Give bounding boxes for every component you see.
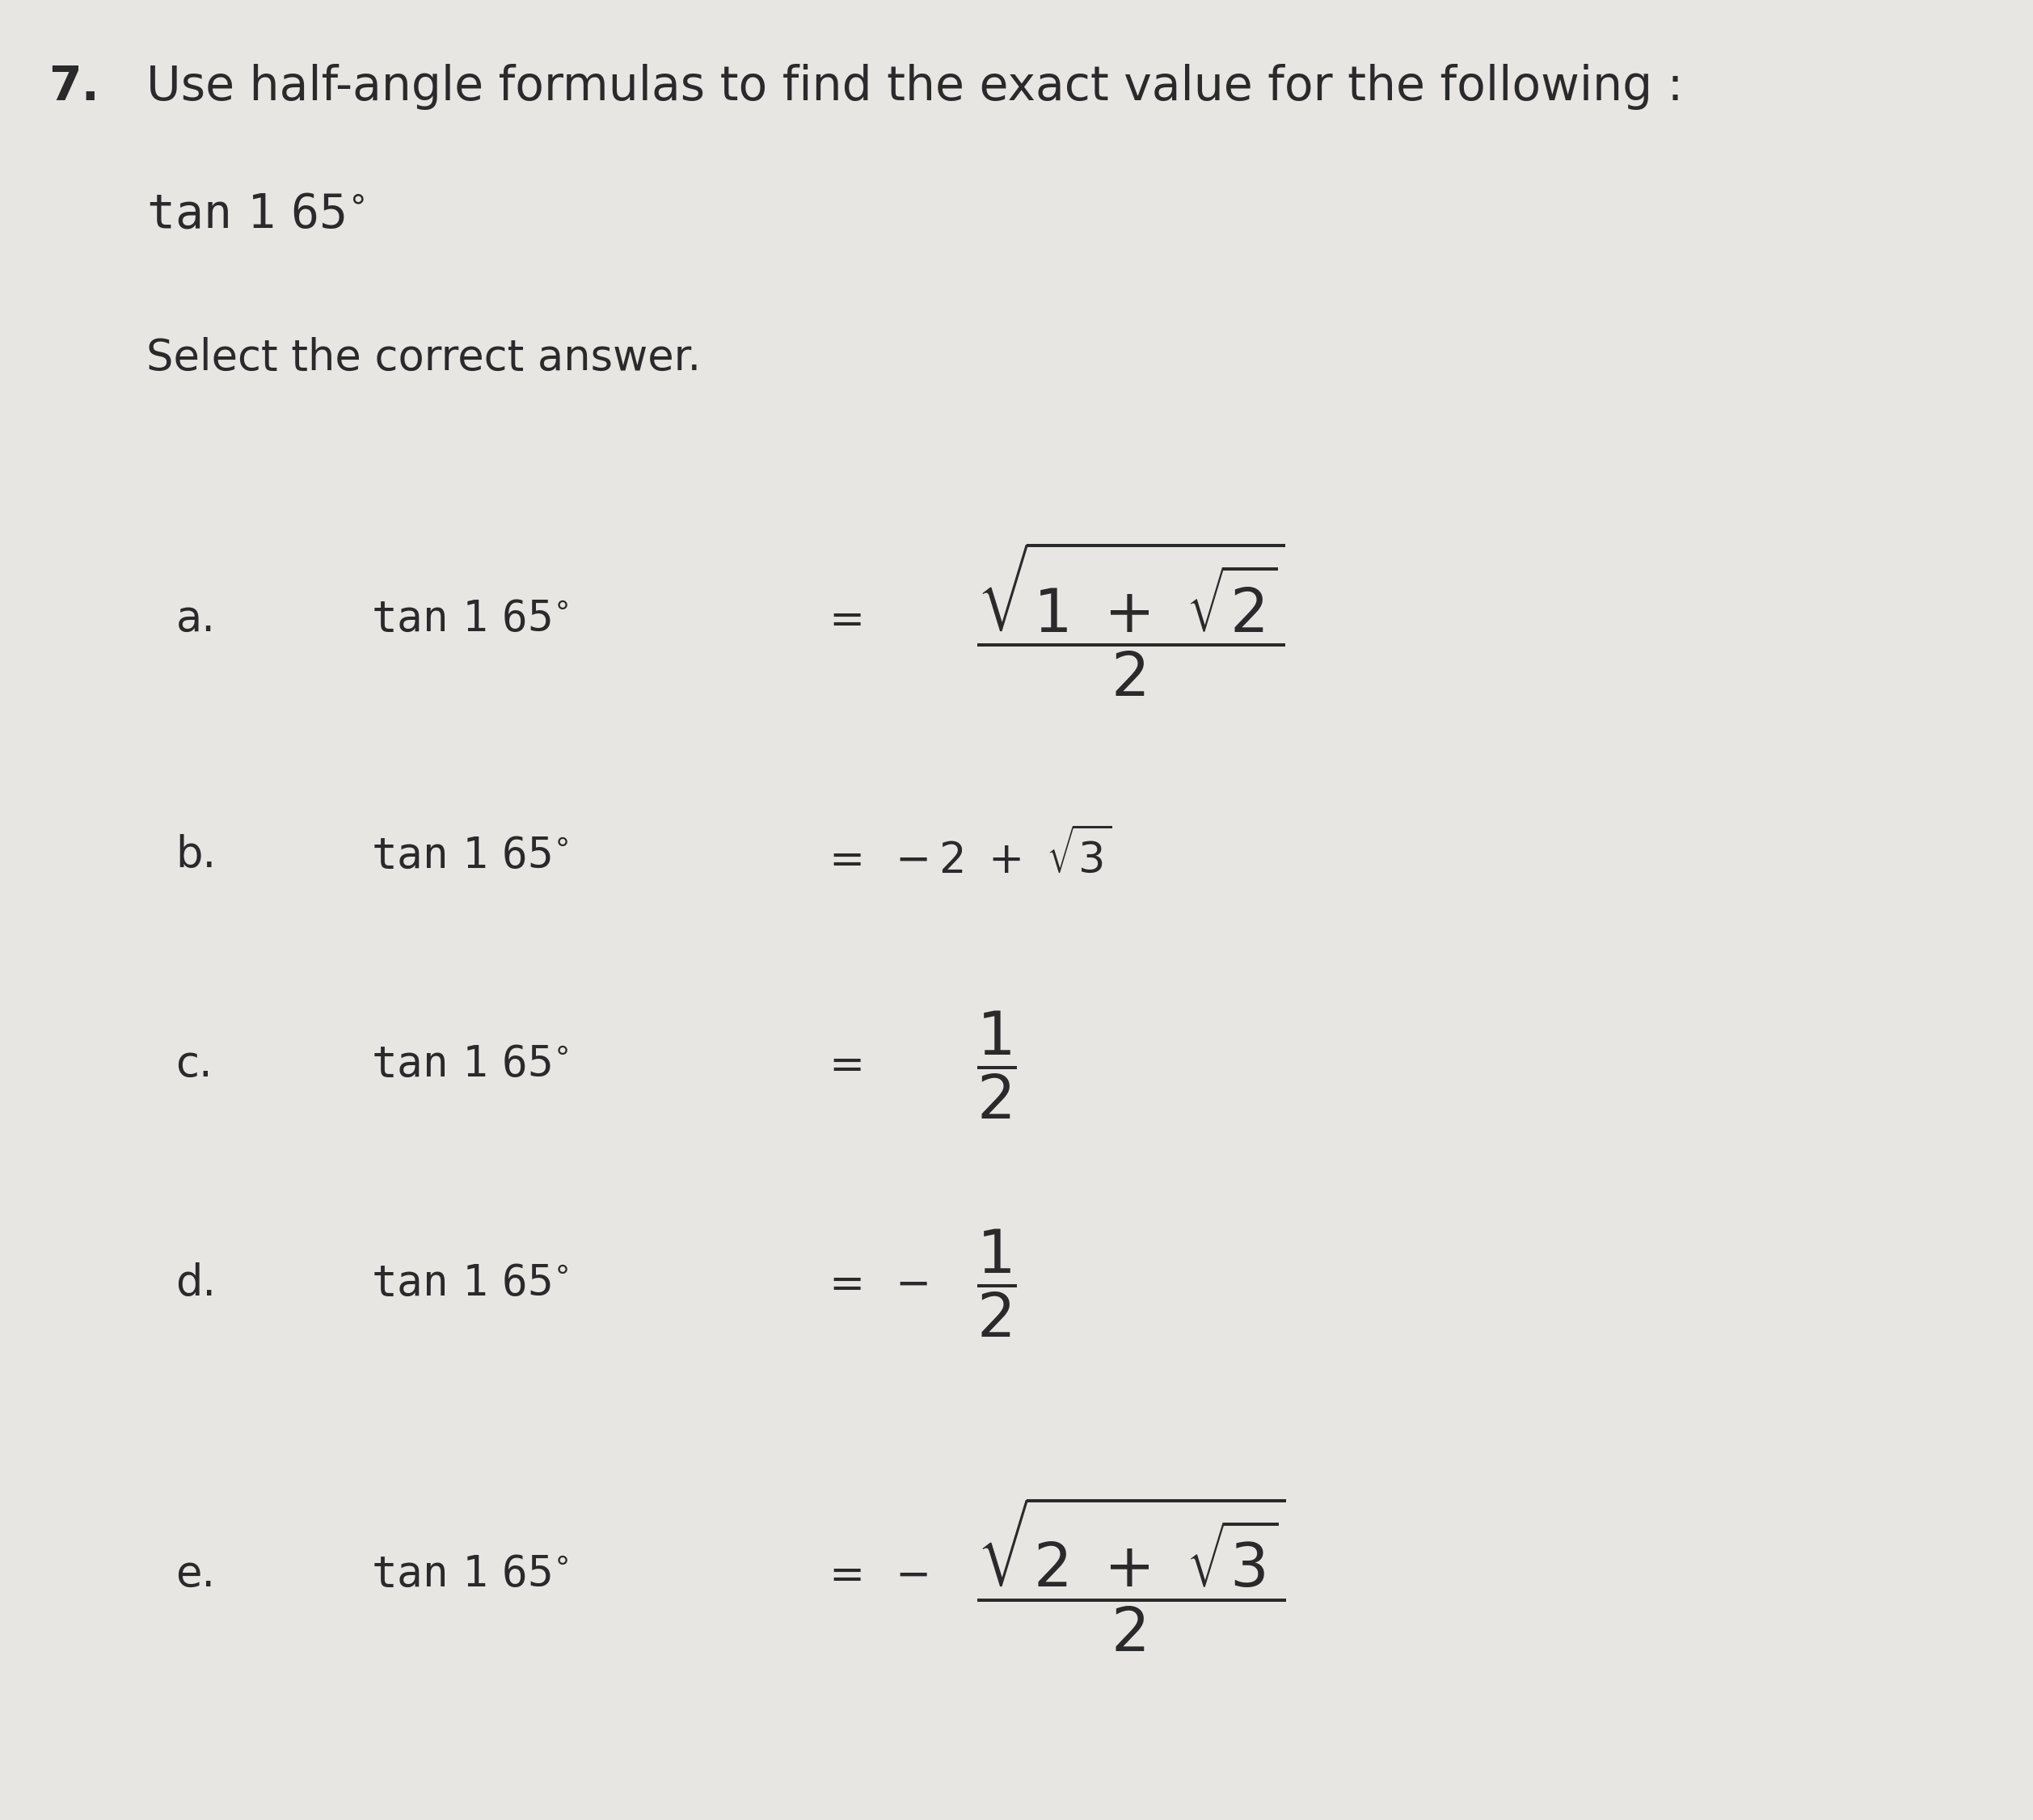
Text: $\mathtt{tan\ 1\ 65^{\circ}}$: $\mathtt{tan\ 1\ 65^{\circ}}$ (372, 1043, 569, 1087)
Text: $\mathtt{tan\ 1\ 65^{\circ}}$: $\mathtt{tan\ 1\ 65^{\circ}}$ (372, 597, 569, 641)
Text: $\mathtt{tan\ 1\ 65^{\circ}}$: $\mathtt{tan\ 1\ 65^{\circ}}$ (372, 834, 569, 877)
Text: $\dfrac{\sqrt{2\ +\ \sqrt{3}}}{2}$: $\dfrac{\sqrt{2\ +\ \sqrt{3}}}{2}$ (976, 1494, 1287, 1654)
Text: Use half-angle formulas to find the exact value for the following :: Use half-angle formulas to find the exac… (146, 64, 1683, 109)
Text: $=$: $=$ (821, 597, 862, 641)
Text: Select the correct answer.: Select the correct answer. (146, 337, 701, 379)
Text: $=\ -2\ +\ \sqrt{3}$: $=\ -2\ +\ \sqrt{3}$ (821, 830, 1112, 881)
Text: c.: c. (175, 1043, 213, 1087)
Text: b.: b. (175, 834, 215, 877)
Text: $\dfrac{1}{2}$: $\dfrac{1}{2}$ (976, 1227, 1016, 1340)
Text: e.: e. (175, 1552, 215, 1596)
Text: $=$: $=$ (821, 1043, 862, 1087)
Text: 7.: 7. (49, 64, 100, 109)
Text: $\mathtt{tan\ 1\ 65^{\circ}}$: $\mathtt{tan\ 1\ 65^{\circ}}$ (146, 191, 364, 237)
Text: $=\ -$: $=\ -$ (821, 1261, 927, 1305)
Text: d.: d. (175, 1261, 215, 1305)
Text: $=\ -$: $=\ -$ (821, 1552, 927, 1596)
Text: a.: a. (175, 597, 215, 641)
Text: $\mathtt{tan\ 1\ 65^{\circ}}$: $\mathtt{tan\ 1\ 65^{\circ}}$ (372, 1552, 569, 1596)
Text: $\dfrac{1}{2}$: $\dfrac{1}{2}$ (976, 1008, 1016, 1121)
Text: $\mathtt{tan\ 1\ 65^{\circ}}$: $\mathtt{tan\ 1\ 65^{\circ}}$ (372, 1261, 569, 1305)
Text: $\dfrac{\sqrt{1\ +\ \sqrt{2}}}{2}$: $\dfrac{\sqrt{1\ +\ \sqrt{2}}}{2}$ (976, 539, 1285, 699)
